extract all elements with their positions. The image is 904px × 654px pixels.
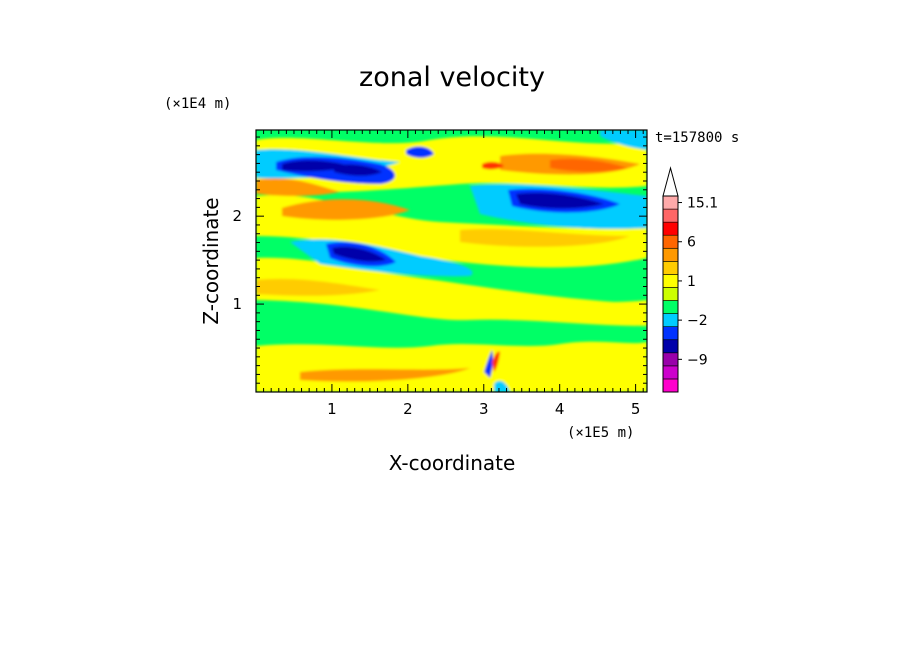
- colorbar-frame: [662, 195, 679, 393]
- colorbar-bin: [662, 313, 679, 327]
- colorbar-label: 15.1: [687, 196, 718, 212]
- band-orange-bottom: [300, 368, 470, 382]
- colorbar-bin: [662, 195, 679, 210]
- core-darkblue-top: [334, 164, 382, 176]
- band-yellow-upper-right: [500, 299, 647, 318]
- colorbar-label: 6: [687, 235, 696, 251]
- colorbar-bin: [662, 221, 679, 236]
- velocity-field: [256, 130, 647, 392]
- colorbar-bin: [662, 274, 679, 288]
- colorbar-bin: [662, 352, 679, 367]
- band-orange-lower: [256, 278, 380, 296]
- wave-blue-spike: [484, 350, 494, 378]
- band-orange-upper-left: [256, 178, 340, 196]
- band-orange-left: [282, 199, 410, 220]
- colorbar-bin: [662, 365, 679, 380]
- x-tick-label: 2: [403, 400, 413, 418]
- colorbar-bin: [662, 234, 679, 249]
- chart-title: zonal velocity: [359, 62, 545, 93]
- spot-blue-small: [406, 146, 434, 158]
- x-axis: 1 2 3 4 5: [263, 130, 644, 418]
- spot-red: [482, 161, 504, 170]
- y-tick-label: 2: [232, 207, 242, 225]
- colorbar-bin: [662, 326, 679, 341]
- x-axis-label: X-coordinate: [389, 451, 516, 475]
- x-tick-label: 1: [327, 400, 337, 418]
- colorbar-over-arrow: [662, 166, 679, 197]
- colorbar-bin: [662, 261, 679, 275]
- x-unit-label: (×1E5 m): [567, 425, 634, 441]
- wave-blue-base: [494, 380, 510, 392]
- colorbar-label: 1: [687, 274, 696, 290]
- colorbar-bin: [662, 339, 679, 354]
- colorbar-bin: [662, 287, 679, 301]
- colorbar-bin: [662, 208, 679, 223]
- y-tick-label: 1: [232, 295, 242, 313]
- core-darkblue-top-left: [282, 160, 350, 172]
- y-axis-label: Z-coordinate: [199, 197, 223, 324]
- band-orange-right: [460, 229, 630, 247]
- time-label: t=157800 s: [655, 130, 739, 146]
- y-axis: 12: [232, 136, 647, 384]
- colorbar-label: −9: [687, 352, 708, 368]
- colorbar-bin: [662, 300, 679, 314]
- colorbar-label: −2: [687, 313, 708, 329]
- wave-red-spike: [492, 351, 500, 372]
- x-tick-label: 4: [555, 400, 565, 418]
- x-tick-label: 5: [631, 400, 641, 418]
- colorbar-bin: [662, 247, 679, 262]
- colorbar-bin: [662, 378, 679, 393]
- spot-red-top-right: [550, 158, 628, 172]
- core-darkblue-mid: [332, 246, 386, 262]
- band-yellow-low: [256, 341, 647, 392]
- y-unit-label: (×1E4 m): [164, 96, 231, 112]
- core-darkblue-right: [516, 192, 604, 209]
- plot-frame: [255, 129, 648, 393]
- colorbar: 15.1 6 1 −2 −9: [662, 166, 718, 393]
- x-tick-label: 3: [479, 400, 489, 418]
